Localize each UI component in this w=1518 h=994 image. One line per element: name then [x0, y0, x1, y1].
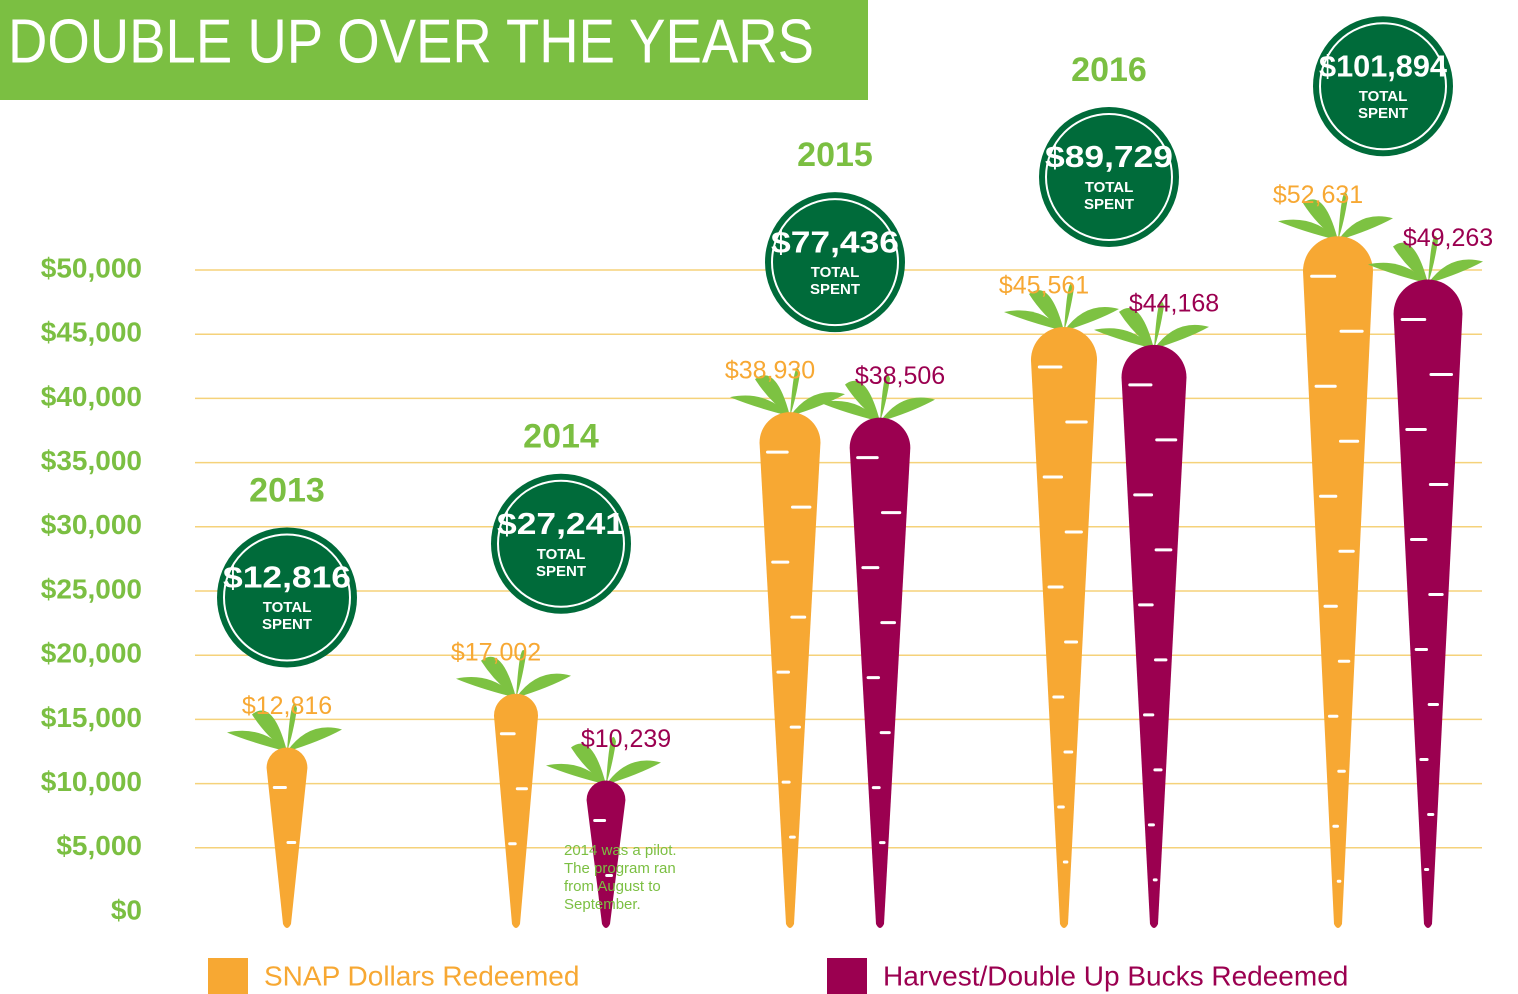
carrot-leaf	[1064, 307, 1119, 331]
total-caption: TOTAL SPENT	[247, 599, 327, 633]
carrot-leaf	[287, 727, 342, 751]
bar	[1031, 327, 1097, 928]
bar	[1122, 345, 1187, 928]
bar	[267, 747, 308, 928]
total-circle	[1313, 16, 1453, 156]
total-circle	[1039, 107, 1179, 247]
y-tick-label: $10,000	[41, 766, 142, 797]
y-tick-label: $50,000	[41, 252, 142, 283]
total-label: $101,894	[1319, 48, 1448, 83]
y-tick-label: $20,000	[41, 638, 142, 669]
category-label: 2013	[249, 471, 325, 509]
value-label: $52,631	[1273, 181, 1363, 209]
bar	[760, 412, 821, 928]
chart-title: DOUBLE UP OVER THE YEARS	[8, 7, 814, 76]
total-label: $27,241	[497, 506, 625, 541]
y-tick-label: $5,000	[56, 830, 142, 861]
legend-swatch	[827, 958, 867, 994]
bar	[1394, 280, 1463, 928]
category-label: 2015	[797, 136, 873, 174]
total-caption: TOTAL SPENT	[1069, 179, 1149, 213]
carrot-leaf	[1154, 325, 1209, 349]
category-label: 2016	[1071, 51, 1147, 89]
value-label: $12,816	[242, 692, 332, 720]
total-circle	[765, 192, 905, 332]
bar	[494, 694, 538, 928]
legend-label: Harvest/Double Up Bucks Redeemed	[883, 960, 1348, 991]
total-circle	[491, 474, 631, 614]
total-caption: TOTAL SPENT	[1343, 88, 1423, 122]
y-tick-label: $40,000	[41, 381, 142, 412]
y-tick-label: $30,000	[41, 509, 142, 540]
carrot-leaf	[516, 674, 571, 698]
y-tick-label: $45,000	[41, 317, 142, 348]
value-label: $38,930	[725, 357, 815, 385]
bar	[1303, 236, 1373, 928]
y-tick-label: $0	[111, 894, 142, 925]
total-label: $77,436	[771, 224, 899, 259]
carrot-leaf	[1428, 259, 1483, 283]
y-tick-label: $15,000	[41, 702, 142, 733]
value-label: $44,168	[1129, 289, 1219, 317]
chart: DOUBLE UP OVER THE YEARS $0 $5,000 $10,000…	[0, 0, 1518, 994]
y-tick-label: $25,000	[41, 573, 142, 604]
total-label: $12,816	[223, 560, 351, 595]
value-label: $38,506	[855, 362, 945, 390]
value-label: $10,239	[581, 725, 671, 753]
value-label: $49,263	[1403, 224, 1493, 252]
total-circle	[217, 527, 357, 667]
annotation: 2014 was a pilot. The program ran from A…	[564, 842, 704, 914]
bar	[850, 418, 911, 928]
value-label: $17,002	[451, 638, 541, 666]
infographic: DOUBLE UP OVER THE YEARS $0 $5,000 $10,000…	[0, 0, 1518, 994]
carrot-leaf	[880, 398, 935, 422]
total-caption: TOTAL SPENT	[795, 264, 875, 298]
total-label: $89,729	[1045, 139, 1173, 174]
value-label: $45,561	[999, 272, 1089, 300]
y-tick-label: $35,000	[41, 445, 142, 476]
carrot-leaf	[1338, 216, 1393, 240]
legend-swatch	[208, 958, 248, 994]
total-caption: TOTAL SPENT	[521, 546, 601, 580]
category-label: 2014	[523, 418, 599, 456]
carrot-leaf	[606, 761, 661, 785]
legend-label: SNAP Dollars Redeemed	[264, 960, 579, 991]
